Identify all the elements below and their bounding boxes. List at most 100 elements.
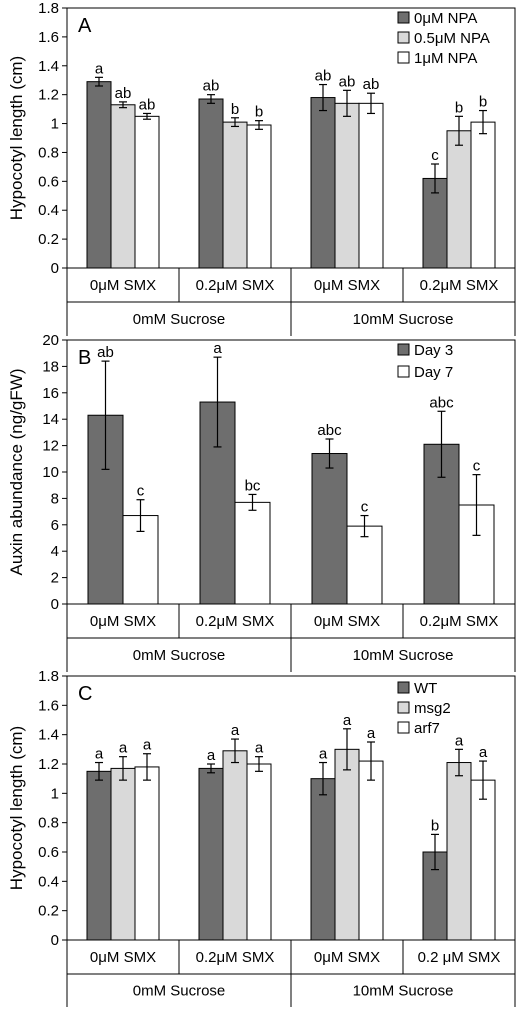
x-group-label: 0mM Sucrose (133, 311, 226, 328)
series-0: a a a b (86, 746, 448, 941)
y-tick-label: 8 (51, 490, 59, 507)
significance-letter: ab (203, 78, 220, 95)
y-axis-label: Auxin abundance (ng/gFW) (7, 369, 26, 576)
significance-letter: b (255, 104, 263, 121)
bar (198, 98, 224, 269)
y-tick-label: 1.4 (38, 58, 59, 75)
legend-label: Day 7 (414, 364, 453, 381)
bar (334, 748, 360, 941)
y-tick-label: 0.2 (38, 903, 59, 920)
x-group-label: 10mM Sucrose (353, 311, 454, 328)
y-axis-label: Hypocotyl length (cm) (7, 56, 26, 220)
y-tick-label: 4 (51, 543, 59, 560)
legend: Day 3 Day 7 (397, 342, 453, 381)
x-category-label: 0μM SMX (314, 613, 380, 630)
series-0: ab a abc abc (87, 340, 460, 605)
x-group-label: 0mM Sucrose (133, 647, 226, 664)
significance-letter: a (455, 732, 464, 749)
y-tick-label: 10 (42, 464, 59, 481)
x-category-label: 0.2μM SMX (420, 277, 499, 294)
legend-swatch (397, 11, 410, 24)
y-tick-label: 0 (51, 932, 59, 949)
bar (470, 121, 496, 269)
x-category-label: 0.2μM SMX (196, 613, 275, 630)
legend-label: WT (414, 680, 437, 697)
legend-swatch (397, 681, 410, 694)
bar (446, 130, 472, 269)
legend-label: msg2 (414, 700, 451, 717)
legend-swatch (397, 721, 410, 734)
y-tick-label: 1.6 (38, 697, 59, 714)
bar (134, 766, 160, 941)
significance-letter: a (367, 725, 376, 742)
significance-letter: c (473, 458, 481, 475)
significance-letter: c (137, 483, 145, 500)
legend-swatch (397, 343, 410, 356)
panel-letter: B (78, 347, 91, 369)
y-tick-label: 1.4 (38, 727, 59, 744)
significance-letter: a (343, 712, 352, 729)
panel-letter: A (78, 15, 92, 37)
significance-letter: a (255, 740, 264, 757)
y-tick-label: 0.8 (38, 144, 59, 161)
bar (311, 453, 348, 605)
y-tick-label: 1.8 (38, 668, 59, 685)
x-category-label: 0.2μM SMX (196, 949, 275, 966)
significance-letter: a (479, 744, 488, 761)
y-tick-label: 0 (51, 260, 59, 277)
y-tick-label: 12 (42, 438, 59, 455)
significance-letter: ab (97, 344, 114, 361)
legend-label: 1μM NPA (414, 50, 477, 67)
x-category-label: 0.2μM SMX (420, 613, 499, 630)
series-1: c bc c c (122, 458, 495, 605)
y-tick-label: 0.4 (38, 873, 59, 890)
x-category-label: 0μM SMX (90, 277, 156, 294)
significance-letter: c (431, 147, 439, 164)
y-tick-label: 1.6 (38, 29, 59, 46)
significance-letter: a (95, 746, 104, 763)
bar (86, 81, 112, 269)
x-category-label: 0μM SMX (314, 277, 380, 294)
legend-label: 0.5μM NPA (414, 30, 490, 47)
bar (470, 779, 496, 941)
panel-B: 0 2 4 6 8 10 12 14 16 18 20 Auxin abundance (ng/gFW… (7, 332, 516, 672)
legend-swatch (397, 51, 410, 64)
bar (346, 525, 383, 605)
y-tick-label: 1.2 (38, 87, 59, 104)
legend-label: arf7 (414, 720, 440, 737)
significance-letter: b (479, 94, 487, 111)
legend: WT msg2 arf7 (397, 680, 451, 737)
significance-letter: ab (115, 85, 132, 102)
panel-letter: C (78, 683, 92, 705)
y-tick-label: 1 (51, 116, 59, 133)
y-tick-label: 20 (42, 332, 59, 349)
significance-letter: a (213, 340, 222, 357)
significance-letter: abc (317, 422, 342, 439)
legend-swatch (397, 365, 410, 378)
y-tick-label: 1 (51, 785, 59, 802)
y-tick-label: 0 (51, 596, 59, 613)
y-tick-label: 0.2 (38, 231, 59, 248)
y-tick-label: 0.6 (38, 173, 59, 190)
significance-letter: a (231, 722, 240, 739)
bar (334, 102, 360, 269)
bar (358, 102, 384, 269)
significance-letter: ab (139, 96, 156, 113)
significance-letter: b (231, 101, 239, 118)
y-tick-label: 1.8 (38, 0, 59, 17)
bar (134, 115, 160, 269)
bar (222, 121, 248, 269)
panel-C: 0 0.2 0.4 0.6 0.8 1 1.2 1.4 1.6 1.8 Hypocotyl leng… (7, 668, 516, 1007)
significance-letter: a (95, 60, 104, 77)
bar (198, 767, 224, 941)
bar (246, 763, 272, 941)
bar (110, 767, 136, 941)
y-tick-label: 6 (51, 517, 59, 534)
x-category-label: 0.2 μM SMX (418, 949, 501, 966)
bar (246, 124, 272, 269)
x-group-label: 10mM Sucrose (353, 647, 454, 664)
x-group-label: 10mM Sucrose (353, 983, 454, 1000)
